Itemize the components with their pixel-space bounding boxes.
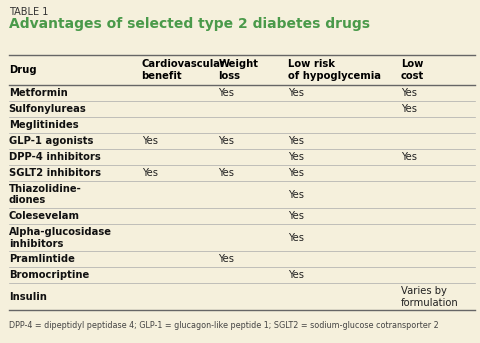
Text: Low risk
of hypoglycemia: Low risk of hypoglycemia [288,59,381,81]
Text: Yes: Yes [218,168,234,178]
Text: Yes: Yes [288,152,304,162]
Text: Yes: Yes [218,254,234,264]
Text: Yes: Yes [288,88,304,98]
Text: Yes: Yes [142,168,157,178]
Text: Meglitinides: Meglitinides [9,120,78,130]
Text: Alpha-glucosidase
inhibitors: Alpha-glucosidase inhibitors [9,227,112,249]
Text: Pramlintide: Pramlintide [9,254,74,264]
Text: Weight
loss: Weight loss [218,59,258,81]
Text: Thiazolidine-
diones: Thiazolidine- diones [9,184,82,205]
Text: Sulfonylureas: Sulfonylureas [9,104,86,114]
Text: DPP-4 = dipeptidyl peptidase 4; GLP-1 = glucagon-like peptide 1; SGLT2 = sodium-: DPP-4 = dipeptidyl peptidase 4; GLP-1 = … [9,321,438,330]
Text: SGLT2 inhibitors: SGLT2 inhibitors [9,168,101,178]
Text: TABLE 1: TABLE 1 [9,7,48,17]
Text: Yes: Yes [288,233,304,243]
Text: Yes: Yes [401,88,417,98]
Text: DPP-4 inhibitors: DPP-4 inhibitors [9,152,100,162]
Text: Yes: Yes [288,211,304,221]
Text: Advantages of selected type 2 diabetes drugs: Advantages of selected type 2 diabetes d… [9,17,370,31]
Text: GLP-1 agonists: GLP-1 agonists [9,136,93,146]
Text: Low
cost: Low cost [401,59,424,81]
Text: Varies by
formulation: Varies by formulation [401,286,458,308]
Text: Colesevelam: Colesevelam [9,211,80,221]
Text: Yes: Yes [288,168,304,178]
Text: Yes: Yes [401,152,417,162]
Text: Drug: Drug [9,65,36,75]
Text: Yes: Yes [401,104,417,114]
Text: Yes: Yes [288,136,304,146]
Text: Yes: Yes [288,190,304,200]
Text: Bromocriptine: Bromocriptine [9,270,89,280]
Text: Yes: Yes [142,136,157,146]
Text: Yes: Yes [218,88,234,98]
Text: Yes: Yes [218,136,234,146]
Text: Yes: Yes [288,270,304,280]
Text: Metformin: Metformin [9,88,67,98]
Text: Insulin: Insulin [9,292,47,302]
Text: Cardiovascular
benefit: Cardiovascular benefit [142,59,226,81]
